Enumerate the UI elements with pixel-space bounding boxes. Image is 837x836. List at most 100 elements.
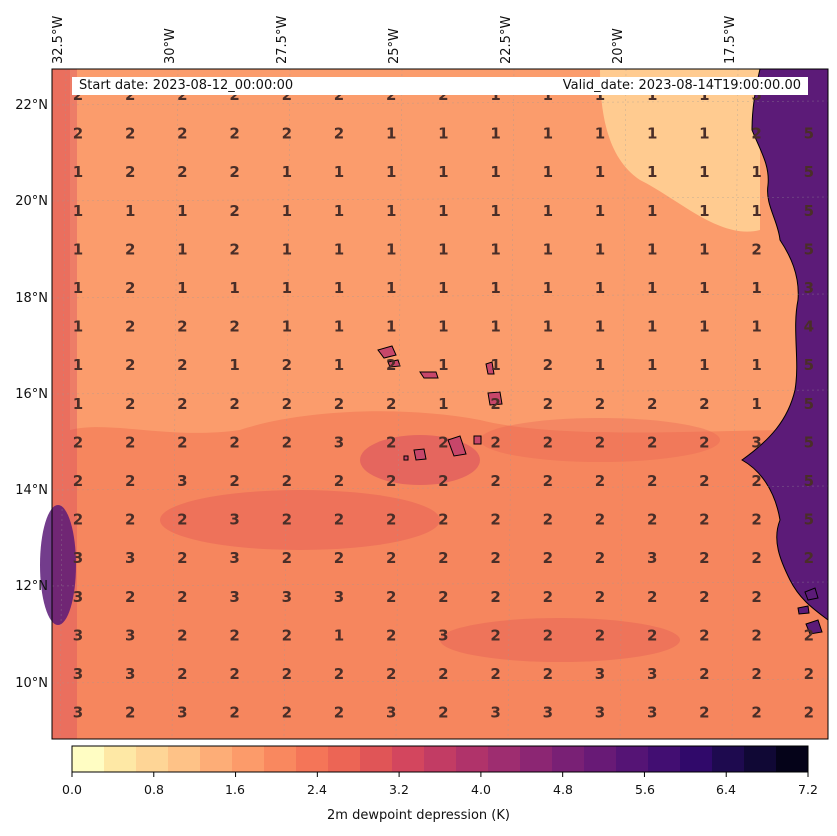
colorbar-segment (392, 746, 425, 772)
lon-label: 27.5°W (275, 15, 290, 64)
africa-land (741, 68, 829, 622)
grid-value: 1 (699, 86, 709, 104)
parallel-line (51, 581, 829, 587)
grid-value: 2 (229, 318, 239, 336)
grid-value: 1 (647, 86, 657, 104)
meridian-line (507, 68, 515, 740)
lon-label: 17.5°W (723, 15, 738, 64)
grid-value: 2 (125, 125, 135, 143)
meridian-line (619, 68, 627, 740)
colorbar-tick-label: 5.6 (635, 782, 655, 797)
grid-value: 1 (334, 279, 344, 297)
grid-value: 2 (177, 395, 187, 413)
grid-value: 3 (595, 704, 605, 722)
grid-value: 1 (386, 240, 396, 258)
grid-value: 2 (751, 704, 761, 722)
colorbar-segment (712, 746, 745, 772)
grid-value: 1 (699, 125, 709, 143)
grid-value: 3 (647, 704, 657, 722)
grid-value: 2 (282, 665, 292, 683)
grid-value: 2 (125, 356, 135, 374)
grid-value: 2 (751, 665, 761, 683)
low-depression-region (70, 69, 800, 433)
colorbar-segment (264, 746, 297, 772)
grid-value: 5 (804, 125, 814, 143)
grid-value: 1 (334, 356, 344, 374)
parallel-line (51, 678, 829, 684)
grid-value: 2 (73, 86, 83, 104)
grid-value: 5 (751, 86, 761, 104)
gridlines (51, 68, 829, 740)
grid-value: 2 (282, 86, 292, 104)
grid-value: 5 (804, 395, 814, 413)
grid-value: 2 (647, 395, 657, 413)
grid-value: 2 (490, 433, 500, 451)
lat-label: 20°N (15, 194, 48, 209)
grid-value: 3 (543, 704, 553, 722)
date-info-box (72, 77, 808, 95)
grid-value: 2 (229, 665, 239, 683)
grid-value: 2 (282, 356, 292, 374)
grid-value: 2 (177, 163, 187, 181)
grid-value: 2 (229, 202, 239, 220)
grid-value: 2 (229, 395, 239, 413)
grid-value: 2 (438, 433, 448, 451)
grid-value: 4 (804, 318, 814, 336)
grid-value: 2 (699, 626, 709, 644)
grid-value: 2 (125, 395, 135, 413)
grid-value: 2 (438, 472, 448, 490)
grid-value: 5 (804, 202, 814, 220)
grid-value: 1 (647, 356, 657, 374)
colorbar-tick-label: 7.2 (798, 782, 818, 797)
grid-value: 1 (73, 240, 83, 258)
grid-value: 1 (490, 318, 500, 336)
grid-value: 2 (751, 511, 761, 529)
grid-value: 2 (282, 626, 292, 644)
map-frame (51, 68, 829, 740)
lat-label: 14°N (15, 483, 48, 498)
grid-value: 1 (595, 202, 605, 220)
grid-value: 1 (751, 356, 761, 374)
grid-value: 3 (73, 626, 83, 644)
grid-value: 2 (177, 626, 187, 644)
parallel-line (51, 293, 829, 299)
grid-value: 2 (386, 356, 396, 374)
grid-value: 1 (438, 318, 448, 336)
grid-value: 1 (647, 240, 657, 258)
grid-value: 1 (282, 318, 292, 336)
colorbar-tick-label: 2.4 (307, 782, 327, 797)
colorbar-tick-label: 1.6 (225, 782, 245, 797)
grid-value: 1 (543, 318, 553, 336)
grid-value: 2 (282, 704, 292, 722)
colorbar-segment (328, 746, 361, 772)
grid-value: 2 (595, 511, 605, 529)
grid-value: 2 (595, 472, 605, 490)
grid-value: 1 (543, 125, 553, 143)
grid-value: 1 (595, 279, 605, 297)
grid-value: 1 (490, 240, 500, 258)
grid-value: 2 (490, 549, 500, 567)
grid-value: 2 (334, 86, 344, 104)
grid-value: 2 (386, 86, 396, 104)
grid-value: 1 (699, 163, 709, 181)
colorbar-segment (232, 746, 265, 772)
grid-value: 5 (804, 356, 814, 374)
grid-value: 2 (386, 395, 396, 413)
grid-value: 2 (125, 511, 135, 529)
grid-value: 1 (543, 86, 553, 104)
grid-value: 2 (438, 588, 448, 606)
grid-value: 2 (751, 626, 761, 644)
grid-value: 3 (647, 549, 657, 567)
grid-value: 1 (595, 86, 605, 104)
grid-value: 2 (543, 511, 553, 529)
grid-value: 1 (595, 125, 605, 143)
grid-value: 1 (386, 163, 396, 181)
grid-value: 2 (595, 549, 605, 567)
grid-value: 2 (804, 665, 814, 683)
grid-value: 1 (73, 279, 83, 297)
grid-value: 1 (595, 240, 605, 258)
lon-label: 25°W (387, 28, 402, 64)
grid-value: 3 (334, 588, 344, 606)
grid-value: 1 (334, 240, 344, 258)
grid-value: 2 (125, 240, 135, 258)
